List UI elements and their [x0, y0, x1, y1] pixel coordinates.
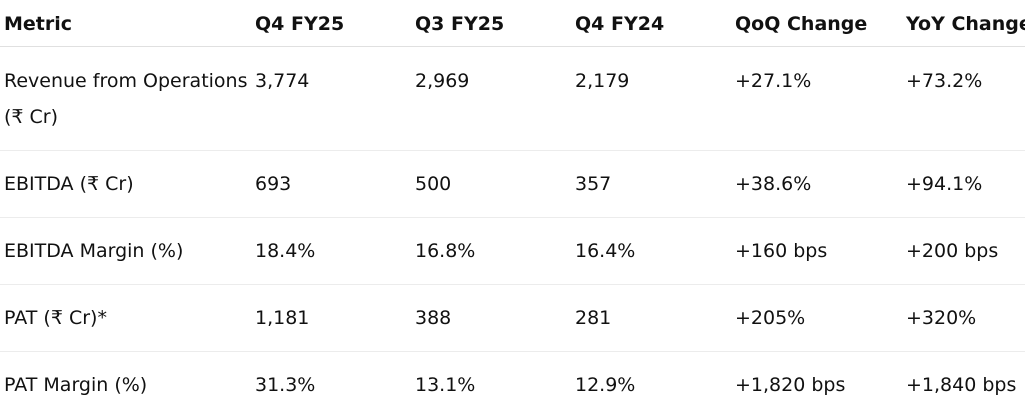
table-header-row: Metric Q4 FY25 Q3 FY25 Q4 FY24 QoQ Chang…	[0, 0, 1025, 47]
cell-value: +1,820 bps	[735, 373, 846, 396]
cell-value: 281	[572, 284, 732, 352]
cell-value: +27.1%	[732, 46, 903, 151]
cell-value: 16.4%	[572, 217, 732, 285]
header-q4-fy24: Q4 FY24	[572, 0, 732, 47]
row-metric-label: Revenue from Operations (₹ Cr)	[0, 46, 252, 151]
cell-value: 693	[252, 150, 412, 218]
table-row: PAT Margin (%) 31.3% 13.1% 12.9% +1,820 …	[0, 351, 1025, 403]
cell-value: 2,179	[572, 46, 732, 151]
cell-value: 31.3%	[255, 373, 316, 396]
cell-value: 1,181	[252, 284, 412, 352]
cell-value: +200 bps	[903, 217, 1025, 285]
header-qoq-change: QoQ Change	[732, 0, 903, 47]
header-yoy-change: YoY Change	[903, 0, 1025, 47]
cell-value: +160 bps	[732, 217, 903, 285]
row-metric-label: EBITDA (₹ Cr)	[0, 150, 252, 218]
row-metric-label: PAT Margin (%)	[4, 373, 148, 396]
cell-value: +320%	[903, 284, 1025, 352]
cell-value: 13.1%	[415, 373, 476, 396]
table-row: PAT (₹ Cr)* 1,181 388 281 +205% +320%	[0, 284, 1025, 352]
header-metric: Metric	[0, 0, 252, 47]
cell-value: +38.6%	[732, 150, 903, 218]
cell-value: 16.8%	[412, 217, 572, 285]
cell-value: 500	[412, 150, 572, 218]
cell-value: +1,840 bps	[906, 373, 1017, 396]
cell-value: 18.4%	[252, 217, 412, 285]
row-metric-label: PAT (₹ Cr)*	[0, 284, 252, 352]
header-q3-fy25: Q3 FY25	[412, 0, 572, 47]
cell-value: 2,969	[412, 46, 572, 151]
cell-value: +73.2%	[903, 46, 1025, 151]
row-metric-label: EBITDA Margin (%)	[0, 217, 252, 285]
cell-value: 3,774	[252, 46, 412, 151]
cell-value: 12.9%	[575, 373, 636, 396]
table-row: EBITDA (₹ Cr) 693 500 357 +38.6% +94.1%	[0, 150, 1025, 218]
table-row: EBITDA Margin (%) 18.4% 16.8% 16.4% +160…	[0, 217, 1025, 285]
cell-value: 357	[572, 150, 732, 218]
table-row: Revenue from Operations (₹ Cr) 3,774 2,9…	[0, 46, 1025, 151]
header-q4-fy25: Q4 FY25	[252, 0, 412, 47]
cell-value: 388	[412, 284, 572, 352]
cell-value: +205%	[732, 284, 903, 352]
cell-value: +94.1%	[903, 150, 1025, 218]
